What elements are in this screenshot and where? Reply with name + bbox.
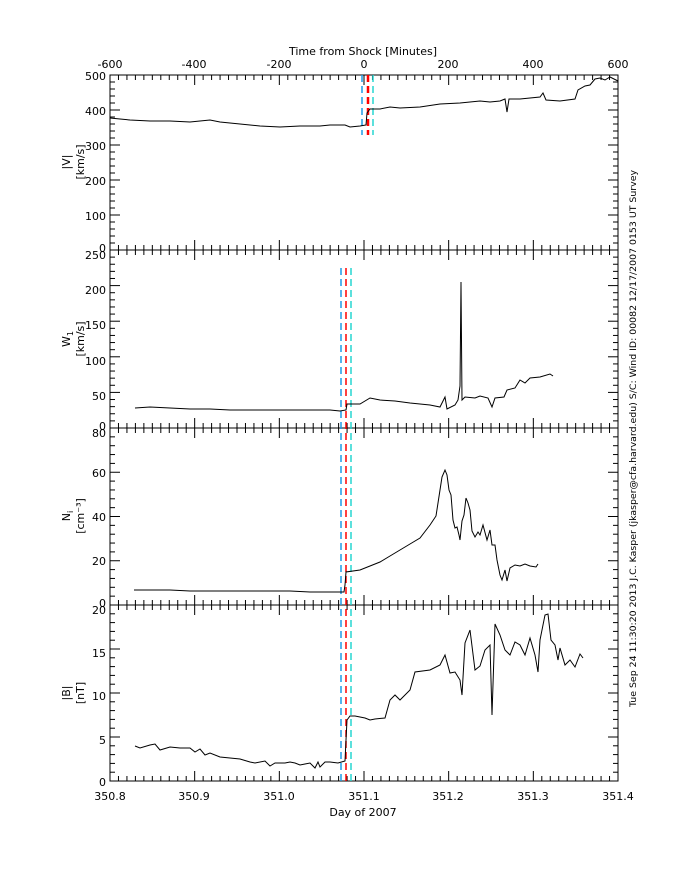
svg-text:[km/s]: [km/s]	[74, 144, 87, 179]
svg-text:0: 0	[99, 242, 106, 255]
speed-ylabel: |V| [km/s]	[60, 144, 87, 179]
svg-text:20: 20	[92, 555, 106, 568]
svg-text:200: 200	[438, 58, 459, 71]
svg-text:W1: W1	[60, 331, 75, 347]
svg-text:600: 600	[608, 58, 629, 71]
top-axis-title: Time from Shock [Minutes]	[288, 45, 437, 58]
density-trace	[134, 468, 539, 593]
svg-text:60: 60	[92, 467, 106, 480]
svg-text:400: 400	[85, 105, 106, 118]
svg-text:350.8: 350.8	[94, 790, 126, 803]
svg-text:351.3: 351.3	[517, 790, 549, 803]
svg-text:150: 150	[85, 319, 106, 332]
svg-text:200: 200	[85, 284, 106, 297]
svg-text:200: 200	[85, 175, 106, 188]
svg-text:100: 100	[85, 355, 106, 368]
svg-text:40: 40	[92, 511, 106, 524]
thermal-speed-trace	[134, 281, 554, 412]
y-axis-ticks	[110, 74, 618, 782]
bottom-axis-title: Day of 2007	[329, 806, 396, 819]
svg-text:Ni: Ni	[60, 511, 75, 521]
panel-speed-frame	[109, 74, 619, 251]
x-axis-ticks	[109, 75, 619, 781]
side-annotation: Tue Sep 24 11:30:20 2013 J.C. Kasper (jk…	[629, 169, 639, 708]
bottom-axis-tick-labels: 350.8 350.9 351.0 351.1 351.2 351.3 351.…	[94, 790, 634, 803]
svg-text:-400: -400	[182, 58, 207, 71]
bfield-ytick-labels: 20 15 10 5 0	[92, 604, 106, 789]
svg-text:300: 300	[85, 140, 106, 153]
svg-text:[nT]: [nT]	[74, 682, 87, 704]
svg-text:350.9: 350.9	[178, 790, 210, 803]
thermal-ylabel: W1 [km/s]	[60, 321, 87, 356]
svg-text:10: 10	[92, 690, 106, 703]
density-ytick-labels: 80 60 40 20 0	[92, 427, 106, 610]
svg-text:0: 0	[361, 58, 368, 71]
svg-text:[cm⁻³]: [cm⁻³]	[74, 498, 87, 534]
top-axis-tick-labels: -600 -400 -200 0 200 400 600	[98, 58, 629, 71]
svg-text:400: 400	[523, 58, 544, 71]
bfield-ylabel: |B| [nT]	[60, 682, 87, 704]
shock-markers	[340, 75, 374, 781]
panel-density-frame	[109, 427, 619, 606]
svg-text:20: 20	[92, 604, 106, 617]
bfield-trace	[134, 613, 584, 769]
svg-text:|V|: |V|	[60, 155, 73, 170]
svg-text:15: 15	[92, 647, 106, 660]
svg-text:[km/s]: [km/s]	[74, 321, 87, 356]
svg-text:100: 100	[85, 210, 106, 223]
density-ylabel: Ni [cm⁻³]	[60, 498, 87, 534]
svg-text:500: 500	[85, 70, 106, 83]
svg-text:|B|: |B|	[60, 686, 73, 701]
svg-text:0: 0	[99, 420, 106, 433]
svg-text:5: 5	[99, 734, 106, 747]
speed-trace	[109, 76, 619, 128]
svg-text:0: 0	[99, 597, 106, 610]
speed-ytick-labels: 500 400 300 200 100 0	[85, 70, 106, 255]
svg-text:351.4: 351.4	[602, 790, 634, 803]
thermal-ytick-labels: 250 200 150 100 50 0	[85, 249, 106, 433]
svg-text:351.2: 351.2	[432, 790, 464, 803]
svg-text:250: 250	[85, 249, 106, 262]
svg-text:80: 80	[92, 427, 106, 440]
svg-text:0: 0	[99, 776, 106, 789]
svg-text:-200: -200	[267, 58, 292, 71]
svg-text:351.1: 351.1	[348, 790, 380, 803]
svg-text:50: 50	[92, 390, 106, 403]
svg-text:-600: -600	[98, 58, 123, 71]
svg-text:351.0: 351.0	[263, 790, 295, 803]
